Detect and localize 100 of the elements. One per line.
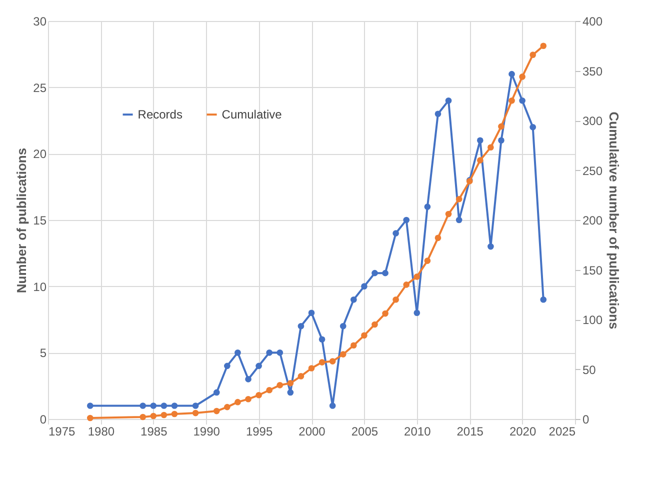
- point: [245, 396, 252, 402]
- point: [160, 412, 168, 418]
- point: [530, 52, 536, 58]
- y-tick-label: 30: [33, 14, 47, 28]
- point: [318, 359, 326, 366]
- point: [140, 414, 146, 420]
- point: [256, 362, 262, 370]
- point: [140, 402, 146, 409]
- point: [340, 322, 346, 330]
- y2-axis-title: Cumulative number of publications: [606, 112, 622, 330]
- point: [224, 362, 230, 370]
- point: [192, 402, 199, 409]
- y2-tick-label: 250: [582, 164, 603, 178]
- point: [488, 243, 494, 250]
- y-axis-title: Number of publications: [14, 148, 30, 294]
- point: [350, 296, 357, 303]
- point: [476, 137, 484, 144]
- y-tick-label: 15: [33, 214, 47, 228]
- point: [276, 382, 284, 388]
- point: [234, 398, 241, 406]
- point: [318, 336, 326, 343]
- point: [87, 414, 94, 422]
- y2-tick-label: 100: [582, 313, 603, 327]
- point: [540, 296, 547, 303]
- point: [160, 402, 168, 409]
- point: [361, 332, 368, 339]
- x-tick-label: 1985: [140, 424, 168, 438]
- point: [508, 97, 515, 104]
- point: [340, 351, 346, 358]
- point: [329, 402, 336, 409]
- y2-tick-label: 350: [582, 64, 603, 78]
- point: [171, 402, 178, 409]
- point: [298, 373, 304, 380]
- point: [213, 408, 220, 414]
- x-tick-label: 1990: [193, 424, 220, 438]
- point: [266, 350, 272, 356]
- point: [498, 137, 504, 144]
- x-tick-label: 1980: [88, 424, 115, 438]
- x-tick-label: 2005: [351, 424, 378, 438]
- point: [372, 321, 378, 328]
- point: [498, 123, 504, 130]
- point: [256, 392, 262, 398]
- y-tick-label: 20: [33, 147, 47, 162]
- point: [508, 70, 515, 78]
- point: [530, 124, 536, 130]
- point: [287, 389, 294, 396]
- point: [403, 216, 410, 224]
- point: [392, 230, 399, 236]
- point: [150, 402, 157, 409]
- point: [329, 358, 336, 364]
- point: [519, 74, 526, 80]
- point: [224, 404, 230, 410]
- point: [382, 310, 388, 317]
- point: [445, 97, 452, 104]
- y2-tick-label: 0: [582, 412, 590, 426]
- point: [476, 157, 484, 164]
- y-tick-label: 5: [40, 346, 47, 360]
- y2-tick-label: 200: [582, 214, 603, 228]
- point: [308, 365, 315, 372]
- x-tick-label: 2020: [509, 424, 536, 438]
- point: [287, 380, 294, 386]
- point: [540, 42, 547, 50]
- x-tick-label: 2010: [404, 424, 432, 438]
- point: [403, 282, 410, 288]
- point: [234, 350, 241, 356]
- x-tick-label: 2000: [298, 424, 326, 438]
- x-tick-label: 2025: [548, 424, 576, 438]
- y-tick-label: 10: [33, 280, 47, 294]
- point: [266, 386, 272, 394]
- point: [456, 196, 462, 202]
- point: [424, 204, 431, 210]
- point: [424, 258, 431, 264]
- legend-label: Records: [138, 108, 182, 122]
- point: [298, 322, 304, 330]
- point: [519, 97, 526, 104]
- point: [245, 376, 252, 382]
- point: [192, 410, 199, 416]
- point: [308, 310, 315, 316]
- point: [414, 310, 420, 316]
- point: [276, 350, 284, 356]
- point: [372, 270, 378, 276]
- y-tick-label: 0: [40, 412, 47, 426]
- point: [150, 412, 157, 420]
- point: [414, 274, 420, 280]
- point: [382, 270, 388, 276]
- point: [488, 144, 494, 151]
- y2-tick-label: 400: [582, 14, 603, 28]
- x-tick-label: 1975: [48, 424, 76, 438]
- point: [434, 110, 442, 118]
- x-tick-label: 2015: [456, 424, 484, 438]
- point: [392, 296, 399, 303]
- point: [213, 389, 220, 396]
- y2-tick-label: 50: [582, 362, 596, 377]
- y-tick-label: 25: [33, 80, 47, 95]
- y2-tick-label: 300: [582, 114, 603, 128]
- point: [87, 402, 94, 409]
- point: [456, 216, 462, 224]
- point: [350, 342, 357, 349]
- point: [434, 234, 442, 242]
- point: [361, 283, 368, 290]
